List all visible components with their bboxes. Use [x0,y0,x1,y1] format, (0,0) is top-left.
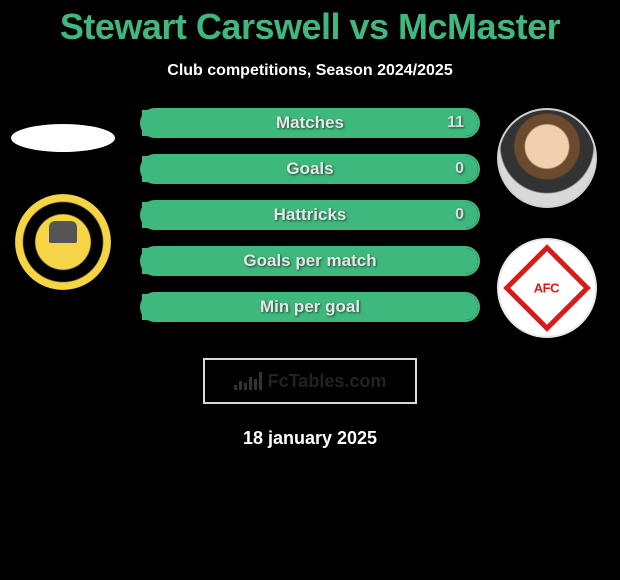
stat-value-right: 0 [455,160,464,178]
stat-row: Goals0 [140,154,480,184]
player-photo-left [11,124,115,152]
club-badge-left [13,192,113,292]
club-badge-right: AFC [497,238,597,338]
stat-value-right: 11 [447,114,464,132]
stat-fill-right [142,202,478,228]
stat-fill-right [142,156,478,182]
page-title: Stewart Carswell vs McMaster [0,0,620,48]
right-player-column: AFC [492,108,602,338]
stat-row: Hattricks0 [140,200,480,230]
fctables-logo[interactable]: FcTables.com [203,358,417,404]
stats-list: Matches11 Goals0 Hattricks0 Goals per match… [140,108,480,338]
stat-row: Goals per match [140,246,480,276]
player-photo-right [497,108,597,208]
club-badge-right-text: AFC [534,281,559,296]
stat-row: Min per goal [140,292,480,322]
logo-bars-icon [234,372,262,390]
date-label: 18 january 2025 [0,428,620,449]
stat-fill-right [142,294,478,320]
comparison-area: Matches11 Goals0 Hattricks0 Goals per match… [0,108,620,358]
subtitle: Club competitions, Season 2024/2025 [0,62,620,80]
stat-fill-right [142,248,478,274]
stat-fill-right [142,110,478,136]
stat-value-right: 0 [455,206,464,224]
left-player-column [8,108,118,292]
stat-row: Matches11 [140,108,480,138]
logo-text: FcTables.com [268,371,387,392]
